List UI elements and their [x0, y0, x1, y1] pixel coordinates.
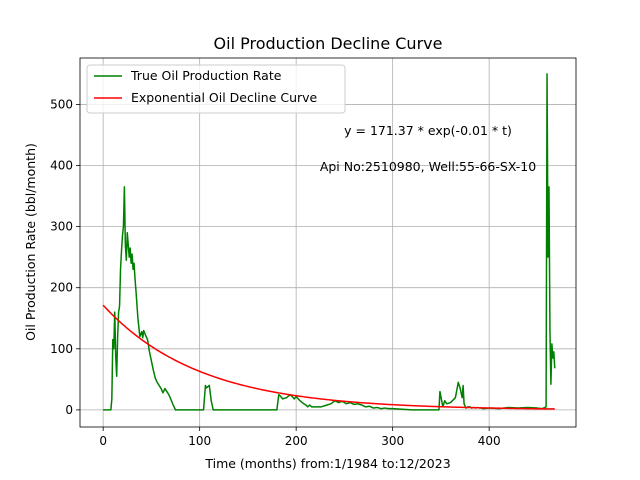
x-tick-label: 300 — [381, 434, 404, 448]
y-tick-label: 0 — [65, 403, 73, 417]
x-axis-label: Time (months) from:1/1984 to:12/2023 — [204, 456, 450, 471]
y-tick-label: 400 — [50, 159, 73, 173]
chart-title: Oil Production Decline Curve — [214, 34, 443, 53]
x-tick-label: 0 — [99, 434, 107, 448]
y-tick-label: 500 — [50, 97, 73, 111]
x-tick-label: 400 — [478, 434, 501, 448]
x-tick-label: 200 — [285, 434, 308, 448]
legend: True Oil Production Rate Exponential Oil… — [86, 64, 346, 114]
legend-true-rate-label: True Oil Production Rate — [130, 68, 282, 83]
y-tick-label: 100 — [50, 342, 73, 356]
tick-layer: 0 100 200 300 400 0 100 200 300 400 500 — [50, 97, 501, 448]
plot-frame — [79, 57, 577, 428]
y-tick-label: 300 — [50, 220, 73, 234]
legend-exp-curve-label: Exponential Oil Decline Curve — [131, 90, 318, 105]
y-tick-label: 200 — [50, 281, 73, 295]
exp-decline-series-line — [102, 304, 555, 410]
equation-annotation: y = 171.37 * exp(-0.01 * t) — [344, 123, 512, 138]
well-annotation: Api No:2510980, Well:55-66-SX-10 — [320, 159, 536, 174]
data-layer — [102, 73, 556, 411]
legend-box — [86, 64, 346, 114]
x-tick-label: 100 — [188, 434, 211, 448]
y-axis-label: Oil Production Rate (bbl/month) — [23, 143, 38, 341]
